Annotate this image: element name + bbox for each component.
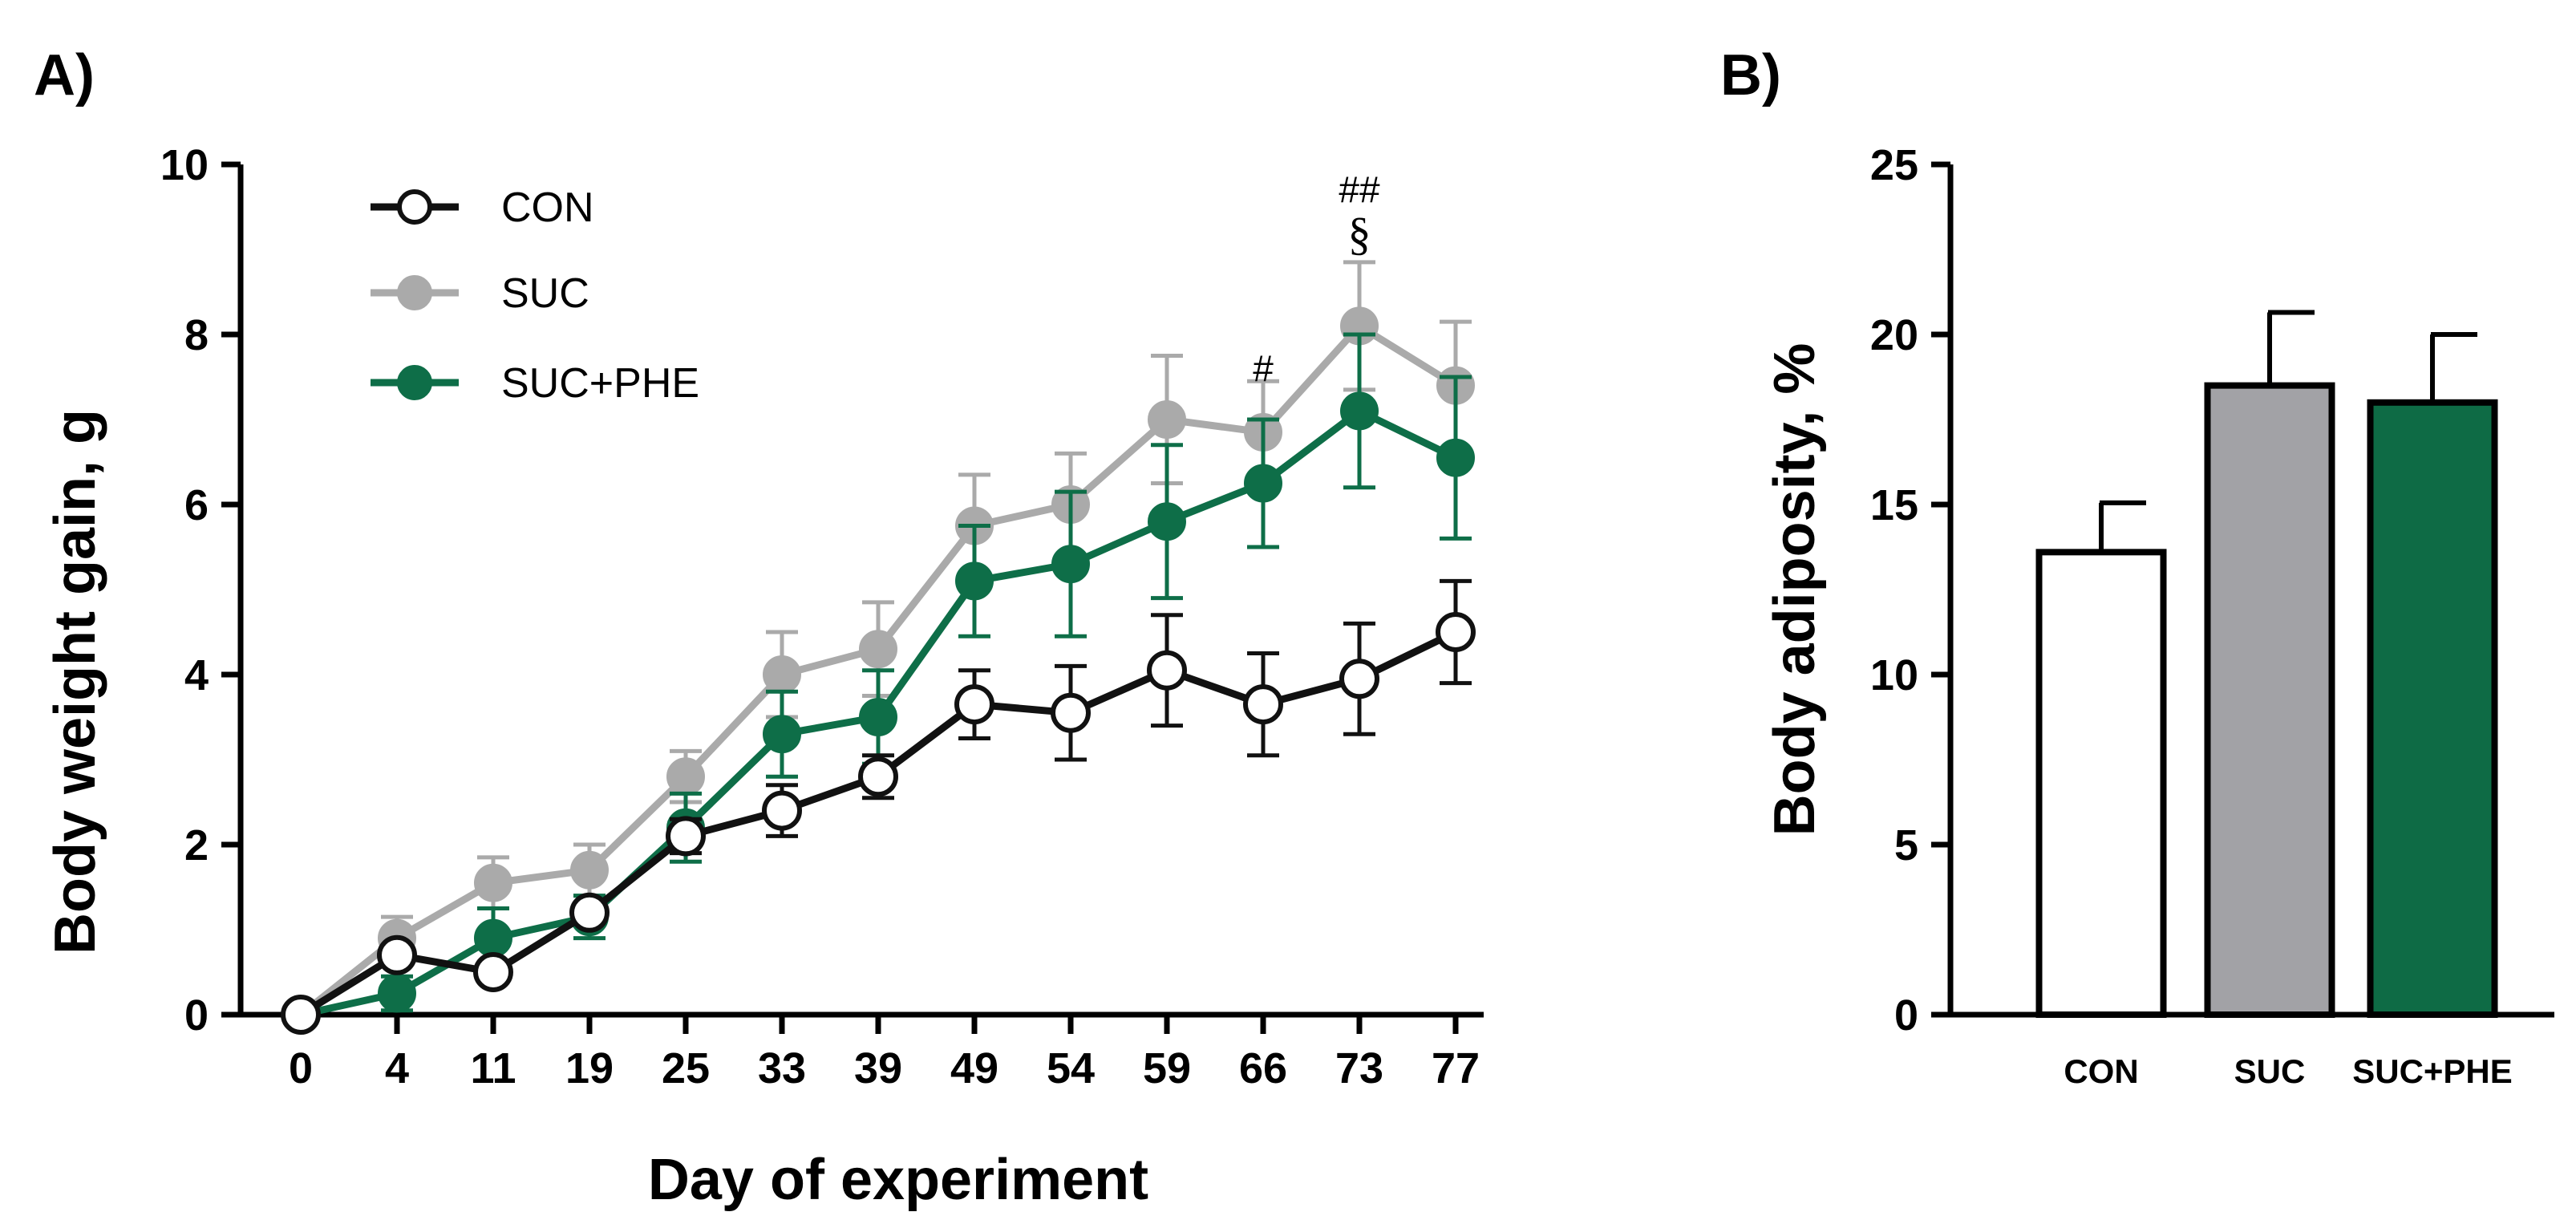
data-point [474,918,512,958]
panel-a-series [281,260,1476,1035]
panel-a-axes [237,164,1484,1018]
panel-a-x-tick-label: 39 [854,1044,902,1092]
data-point [474,863,512,902]
panel-b-x-tick-label: SUC [2234,1052,2306,1090]
data-point [378,974,416,1013]
data-point [859,698,897,736]
panel-b-ticks: 0 5 10 15 20 25 [1870,141,1950,1040]
data-point [1148,400,1186,439]
panel-b-y-tick-label: 5 [1894,821,1918,869]
panel-a-x-tick-label: 4 [385,1044,409,1092]
panel-a-line-chart: A) 0 2 4 6 8 10 0 4 11 19 25 33 39 49 54 59 66 73 77 Body … [34,43,1484,1212]
panel-a-ticks: 0 2 4 6 8 10 0 4 11 19 25 33 39 49 54 59 66 73 77 [160,141,1480,1092]
panel-a-y-tick-label: 4 [184,651,209,699]
data-point [762,790,802,831]
series-suc [281,260,1475,1034]
panel-a-annotations: ###§ [1253,169,1380,390]
data-point [858,756,898,797]
legend-entry: SUC [501,270,589,317]
panel-a-y-tick-label: 2 [184,821,209,869]
data-point [1436,438,1475,477]
significance-marker: § [1348,208,1371,260]
series-suc-phe [281,332,1475,1034]
bar-con: CON [2035,500,2167,1090]
data-point [1339,659,1379,699]
legend-swatch-marker [397,189,432,225]
panel-a-x-axis-title: Day of experiment [648,1148,1148,1212]
legend-swatch-marker [397,275,432,310]
data-point [1051,545,1090,584]
legend-entry: SUC+PHE [501,360,699,407]
data-point [1148,502,1186,541]
panel-a-x-tick-label: 0 [289,1044,313,1092]
significance-marker: # [1253,347,1274,389]
data-point [1051,692,1091,733]
panel-a-x-tick-label: 33 [758,1044,806,1092]
data-point [1243,684,1283,725]
data-point [666,757,705,796]
panel-a-legend: CON SUC SUC+PHE [371,184,699,407]
panel-b-bars: CON SUC SUC+PHE [2035,310,2513,1090]
panel-b-y-tick-label: 10 [1870,651,1918,699]
panel-a-x-tick-label: 54 [1047,1044,1095,1092]
panel-a-x-tick-label: 25 [662,1044,710,1092]
panel-a-y-tick-label: 6 [184,481,209,529]
data-point [1340,391,1379,431]
panel-b-label: B) [1720,43,1781,107]
panel-a-x-tick-label: 66 [1239,1044,1287,1092]
panel-a-x-tick-label: 19 [565,1044,614,1092]
data-point [473,952,513,992]
significance-marker: ## [1339,169,1380,211]
panel-a-x-tick-label: 59 [1143,1044,1191,1092]
panel-b-x-tick-label: SUC+PHE [2352,1052,2513,1090]
data-point [1147,650,1187,691]
data-point [1436,612,1476,652]
panel-a-x-tick-label: 73 [1335,1044,1383,1092]
data-point [377,934,417,975]
bar-suc: SUC [2204,310,2335,1090]
data-point [1244,464,1282,503]
panel-b-y-tick-label: 15 [1870,481,1918,529]
bar-suc-phe: SUC+PHE [2352,332,2513,1090]
legend-swatch-marker [397,365,432,400]
data-point [763,655,801,694]
panel-b-bar-chart: B) 0 5 10 15 20 25 Body adiposity, % CON SUC SU… [1720,43,2554,1090]
panel-a-y-tick-label: 0 [184,991,209,1040]
bar [2367,399,2498,1018]
data-point [666,816,706,857]
panel-a-x-tick-label: 49 [950,1044,998,1092]
data-point [955,561,994,601]
panel-a-x-tick-label: 11 [470,1044,516,1092]
panel-a-x-tick-label: 77 [1432,1044,1480,1092]
bar [2035,549,2167,1018]
legend-entry: CON [501,184,594,231]
panel-b-y-tick-label: 25 [1870,141,1918,189]
panel-b-x-tick-label: CON [2064,1052,2138,1090]
data-point [570,850,609,890]
panel-a-y-axis-title: Body weight gain, g [43,409,107,955]
data-point [859,630,897,669]
data-point [281,995,321,1035]
panel-a-label: A) [34,43,95,107]
panel-b-y-tick-label: 0 [1894,991,1918,1040]
bar [2204,382,2335,1019]
panel-a-y-tick-label: 10 [160,141,209,189]
panel-b-y-axis-title: Body adiposity, % [1763,343,1827,837]
data-point [954,684,994,725]
panel-b-y-tick-label: 20 [1870,311,1918,359]
data-point [569,892,610,933]
series-con [281,578,1476,1035]
panel-a-y-tick-label: 8 [184,311,209,359]
data-point [763,715,801,754]
